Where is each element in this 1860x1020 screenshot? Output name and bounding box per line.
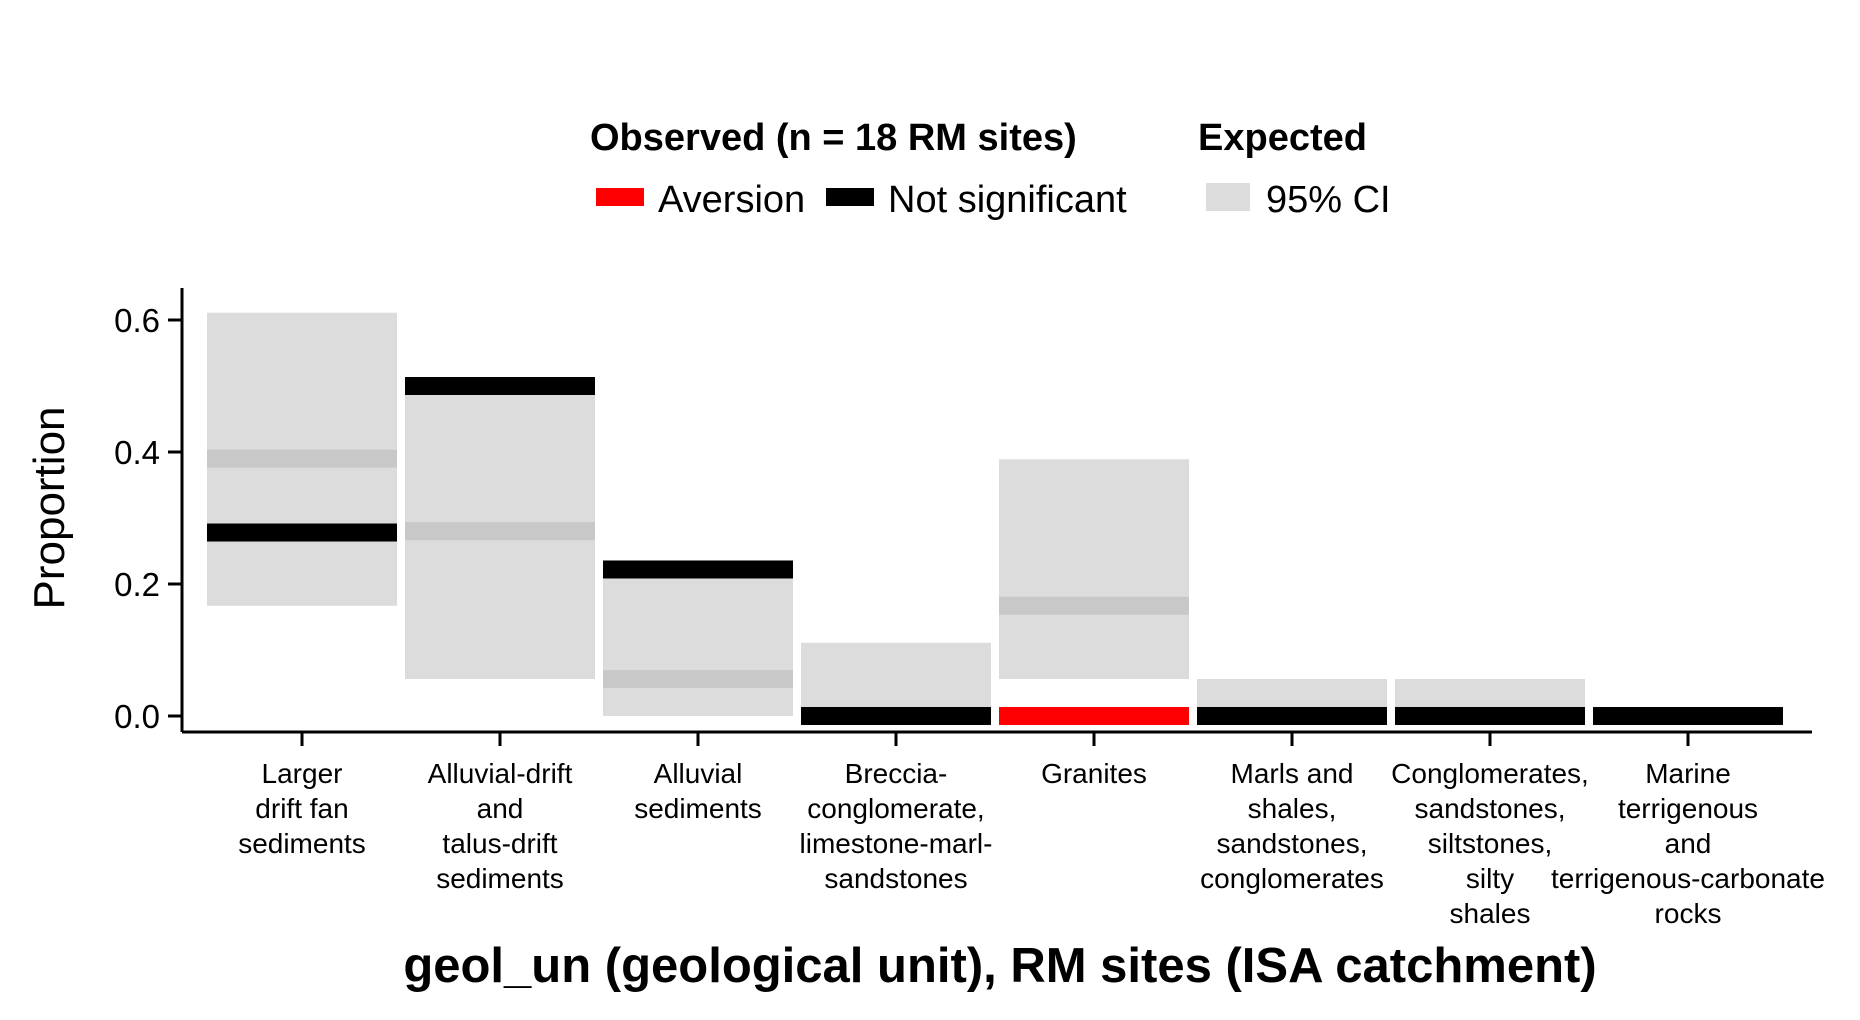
observed-mark <box>1197 707 1387 725</box>
expected-band <box>603 670 793 689</box>
x-tick-label-line: sediments <box>436 863 564 894</box>
y-axis: 0.0 0.2 0.4 0.6 <box>114 288 184 735</box>
x-tick-label-line: conglomerate, <box>807 793 984 824</box>
observed-mark <box>405 377 595 395</box>
y-axis-title: Proportion <box>25 406 74 609</box>
legend-observed-title: Observed (n = 18 RM sites) <box>590 117 1077 159</box>
x-tick-label-line: Marine <box>1645 758 1731 789</box>
x-tick-label-line: silty <box>1466 863 1514 894</box>
x-tick-label-line: Conglomerates, <box>1391 758 1589 789</box>
ci-bar <box>801 642 991 716</box>
legend: Observed (n = 18 RM sites) Expected Aver… <box>590 117 1391 221</box>
x-tick-label: Breccia-conglomerate, limestone-marl-sand… <box>800 758 993 894</box>
x-tick-label-line: terrigenous <box>1618 793 1758 824</box>
expected-band <box>405 522 595 541</box>
x-tick-label-line: talus-drift <box>442 828 557 859</box>
x-tick-label-line: terrigenous-carbonate <box>1551 863 1825 894</box>
observed-mark <box>603 560 793 579</box>
x-axis-title: geol_un (geological unit), RM sites (ISA… <box>403 939 1596 993</box>
observed-mark <box>1395 707 1585 725</box>
observed-mark <box>1593 707 1783 725</box>
x-tick-label: Alluvial-drift and talus-drift sediments <box>428 758 573 894</box>
x-tick-label-line: sediments <box>634 793 762 824</box>
observed-mark <box>207 523 397 542</box>
x-tick-label: Marls and shales, sandstones, conglomerates <box>1200 758 1384 894</box>
x-tick-label-line: Breccia- <box>845 758 948 789</box>
x-tick-label: Alluvial sediments <box>634 758 762 824</box>
x-tick-label-line: rocks <box>1655 898 1722 929</box>
ci-bar <box>999 459 1189 680</box>
x-tick-label-line: shales <box>1450 898 1531 929</box>
x-tick-label: Granites <box>1041 758 1147 789</box>
expected-band <box>207 449 397 468</box>
x-tick-label-line: conglomerates <box>1200 863 1384 894</box>
x-tick-label-line: drift fan <box>255 793 348 824</box>
x-tick-label-line: siltstones, <box>1428 828 1553 859</box>
y-tick-label: 0.4 <box>114 434 160 471</box>
legend-expected-title: Expected <box>1198 117 1367 159</box>
legend-swatch-aversion <box>596 188 644 206</box>
x-tick-label-line: sandstones, <box>1217 828 1368 859</box>
x-tick-label-line: Larger <box>262 758 343 789</box>
legend-label-aversion: Aversion <box>658 179 805 221</box>
x-tick-label-line: sandstones <box>824 863 967 894</box>
x-tick-label-line: shales, <box>1248 793 1337 824</box>
legend-swatch-ci <box>1206 183 1250 211</box>
x-tick-label-line: and <box>1665 828 1712 859</box>
y-tick-label: 0.0 <box>114 698 160 735</box>
legend-label-not-significant: Not significant <box>888 179 1127 221</box>
legend-label-ci: 95% CI <box>1266 179 1391 221</box>
x-tick-label-line: sandstones, <box>1415 793 1566 824</box>
legend-swatch-not-significant <box>826 188 874 206</box>
expected-band <box>999 596 1189 615</box>
x-tick-label-line: sediments <box>238 828 366 859</box>
x-tick-label-line: Alluvial-drift <box>428 758 573 789</box>
x-tick-label-line: Marls and <box>1231 758 1354 789</box>
y-tick-label: 0.6 <box>114 302 160 339</box>
x-tick-label: Marine terrigenous and terrigenous-carbonat… <box>1551 758 1825 929</box>
plot-area <box>207 312 1783 725</box>
x-tick-label-line: limestone-marl- <box>800 828 993 859</box>
x-tick-label-line: and <box>477 793 524 824</box>
y-tick-label: 0.2 <box>114 566 160 603</box>
x-tick-label: Larger drift fan sediments <box>238 758 366 859</box>
x-axis: Larger drift fan sediments Alluvial-drift an… <box>182 730 1825 929</box>
ci-bar <box>603 569 793 716</box>
x-tick-label-line: Alluvial <box>654 758 743 789</box>
x-tick-label-line: Granites <box>1041 758 1147 789</box>
observed-mark <box>999 707 1189 725</box>
observed-mark <box>801 707 991 725</box>
x-tick-label: Conglomerates, sandstones, siltstones, silt… <box>1391 758 1589 929</box>
